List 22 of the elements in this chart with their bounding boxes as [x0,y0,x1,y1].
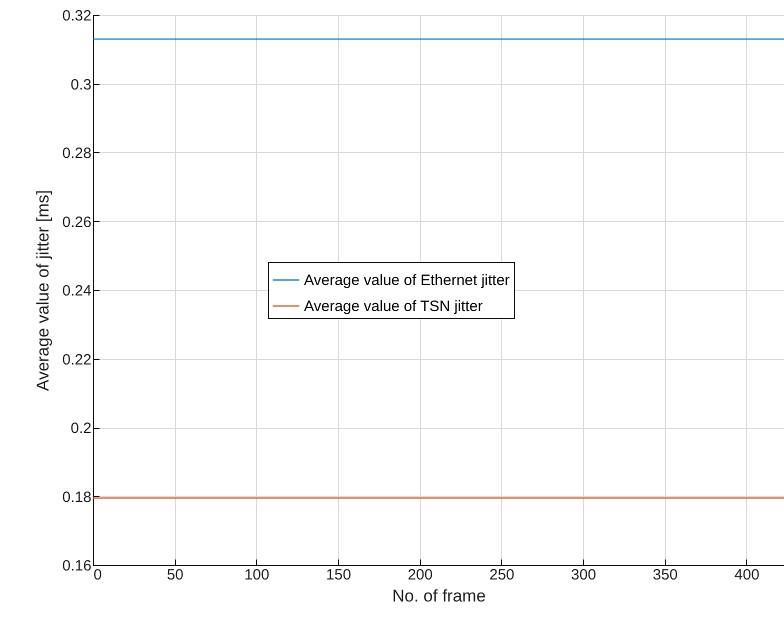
x-tick-label: 300 [571,566,596,584]
legend-label: Average value of Ethernet jitter [304,272,510,289]
y-tick-label: 0.18 [62,488,92,506]
x-axis-title: No. of frame [392,586,486,606]
x-tick-label: 150 [326,566,352,584]
x-tick-label: 100 [244,566,270,584]
x-tick-label: 250 [489,566,514,584]
x-tick-label: 0 [94,566,102,584]
x-tick-label: 50 [166,566,184,584]
legend-label: Average value of TSN jitter [304,298,483,315]
y-tick-label: 0.2 [70,420,92,437]
y-axis-title: Average value of jitter [ms] [33,190,52,391]
x-tick-label: 200 [408,566,433,584]
y-tick-label: 0.3 [70,76,92,94]
y-tick-label: 0.28 [62,145,92,162]
x-tick-label: 400 [734,566,760,584]
y-tick-label: 0.32 [62,8,92,24]
y-tick-label: 0.22 [62,351,92,368]
y-tick-label: 0.16 [62,558,92,574]
y-tick-label: 0.26 [62,214,92,231]
x-tick-label: 350 [652,566,678,584]
y-tick-label: 0.24 [62,282,92,300]
